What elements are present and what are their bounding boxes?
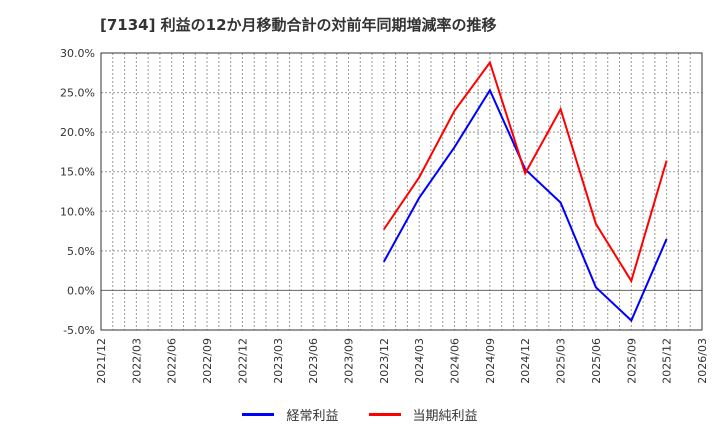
x-tick-label: 2025/03 [555,338,568,384]
y-tick-label: -5.0% [63,324,95,337]
plot-area [100,52,703,331]
x-tick-label: 2024/03 [413,338,426,384]
x-tick-label: 2024/12 [519,338,532,384]
y-tick-label: 15.0% [60,166,95,179]
x-tick-label: 2023/12 [378,338,391,384]
x-tick-label: 2023/09 [342,338,355,384]
x-tick-label: 2022/12 [236,338,249,384]
x-tick-label: 2024/06 [449,338,462,384]
x-tick-label: 2025/12 [661,338,674,384]
legend-swatch-red [368,413,401,416]
x-tick-label: 2023/06 [307,338,320,384]
x-tick-label: 2022/03 [130,338,143,384]
legend-item-ordinary-profit: 経常利益 [242,405,339,424]
legend-swatch-blue [242,413,275,416]
y-tick-label: 20.0% [60,126,95,139]
x-tick-label: 2024/09 [484,338,497,384]
y-tick-label: 25.0% [60,87,95,100]
legend-item-net-profit: 当期純利益 [368,405,478,424]
x-tick-label: 2021/12 [95,338,108,384]
x-tick-label: 2023/03 [272,338,285,384]
x-tick-label: 2022/09 [201,338,214,384]
x-tick-label: 2025/09 [625,338,638,384]
series-line [382,60,668,284]
y-tick-label: 30.0% [60,47,95,60]
legend-label: 当期純利益 [412,409,478,424]
x-tick-label: 2026/03 [696,338,709,384]
y-tick-label: 5.0% [67,245,95,258]
legend-label: 経常利益 [286,409,339,424]
y-tick-label: 10.0% [60,205,95,218]
chart-title: [7134] 利益の12か月移動合計の対前年同期増減率の推移 [100,16,497,34]
x-tick-label: 2025/06 [590,338,603,384]
x-tick-label: 2022/06 [166,338,179,384]
y-tick-label: 0.0% [67,284,95,297]
series-line [382,88,668,323]
legend: 経常利益 当期純利益 [0,405,720,424]
